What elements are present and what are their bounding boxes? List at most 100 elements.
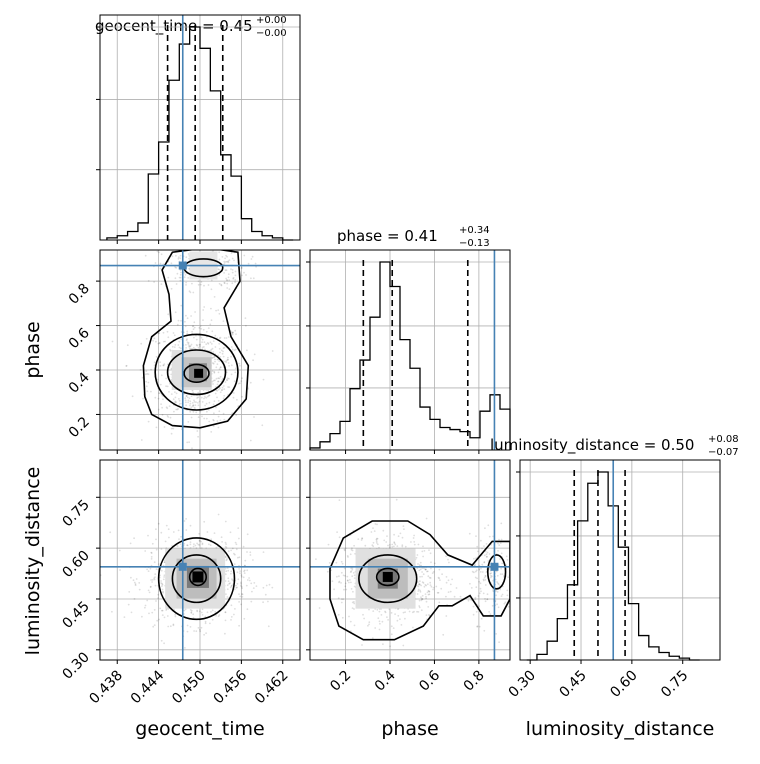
sample-point — [217, 513, 220, 516]
sample-point — [402, 644, 405, 647]
sample-point — [483, 554, 486, 557]
svg-text:−0.13: −0.13 — [459, 238, 490, 249]
sample-point — [350, 548, 353, 551]
sample-point — [157, 332, 160, 335]
sample-point — [350, 567, 352, 569]
sample-point — [424, 568, 427, 571]
sample-point — [190, 612, 193, 614]
sample-point — [496, 570, 498, 573]
sample-point — [118, 549, 121, 552]
sample-point — [337, 597, 340, 600]
sample-point — [189, 347, 191, 350]
sample-point — [353, 577, 356, 579]
sample-point — [482, 579, 485, 582]
sample-point — [231, 269, 234, 271]
sample-point — [420, 596, 422, 599]
sample-point — [185, 284, 187, 286]
sample-point — [152, 625, 155, 628]
sample-point — [350, 581, 352, 584]
sample-point — [337, 613, 340, 616]
ytick-label: 0.30 — [59, 649, 92, 682]
sample-point — [224, 632, 226, 635]
sample-point — [327, 543, 330, 546]
sample-point — [198, 400, 201, 403]
sample-point — [169, 349, 172, 352]
sample-point — [388, 544, 391, 546]
sample-point — [186, 396, 189, 399]
sample-point — [484, 550, 487, 553]
contour-level-0 — [188, 567, 208, 587]
sample-point — [210, 343, 213, 345]
sample-point — [158, 618, 161, 621]
sample-point — [353, 585, 356, 588]
sample-point — [216, 363, 219, 366]
sample-point — [218, 337, 221, 340]
sample-point — [189, 345, 191, 348]
sample-point — [224, 556, 227, 558]
sample-point — [215, 546, 218, 549]
sample-point — [192, 545, 195, 548]
sample-point — [176, 272, 179, 275]
sample-point — [490, 574, 492, 577]
sample-point — [191, 330, 194, 333]
sample-point — [170, 373, 173, 376]
sample-point — [391, 543, 394, 546]
sample-point — [221, 378, 224, 381]
sample-point — [225, 277, 228, 280]
sample-point — [185, 347, 188, 349]
sample-point — [396, 619, 399, 622]
sample-point — [202, 309, 205, 311]
sample-point — [234, 541, 237, 544]
sample-point — [191, 325, 194, 328]
sample-point — [351, 567, 354, 569]
sample-point — [338, 575, 340, 578]
sample-point — [217, 377, 220, 380]
sample-point — [213, 371, 216, 374]
sample-point — [251, 590, 253, 593]
sample-point — [192, 404, 195, 407]
ylabel-phase: phase — [22, 321, 44, 378]
svg-text:geocent_time = 0.45: geocent_time = 0.45 — [95, 17, 253, 36]
sample-point — [426, 583, 429, 586]
sample-point — [189, 609, 192, 611]
sample-point — [351, 575, 354, 578]
sample-point — [185, 518, 188, 520]
sample-point — [232, 331, 234, 334]
hist-panel-phase — [306, 249, 511, 454]
sample-point — [204, 404, 207, 407]
sample-point — [393, 541, 396, 544]
sample-point — [171, 462, 173, 464]
sample-point — [488, 535, 491, 538]
sample-point — [484, 598, 486, 600]
sample-point — [204, 622, 207, 625]
sample-point — [353, 574, 356, 577]
sample-point — [499, 588, 502, 591]
sample-point — [235, 543, 238, 546]
sample-point — [421, 571, 423, 573]
sample-point — [495, 633, 497, 635]
sample-point — [241, 595, 244, 598]
sample-point — [518, 573, 520, 575]
sample-point — [185, 529, 188, 531]
sample-point — [158, 332, 161, 335]
sample-point — [423, 567, 425, 569]
sample-point — [216, 396, 218, 399]
sample-point — [185, 404, 188, 407]
sample-point — [412, 626, 414, 629]
sample-point — [173, 334, 176, 337]
sample-point — [342, 574, 345, 577]
sample-point — [384, 610, 386, 613]
sample-point — [174, 311, 177, 314]
sample-point — [200, 336, 203, 339]
sample-point — [378, 628, 381, 631]
sample-point — [348, 581, 350, 584]
sample-point — [171, 255, 174, 258]
sample-point — [346, 579, 349, 582]
sample-point — [374, 627, 377, 629]
sample-point — [230, 619, 232, 621]
sample-point — [476, 625, 479, 628]
sample-point — [251, 255, 254, 258]
sample-point — [445, 581, 448, 584]
sample-point — [447, 591, 450, 593]
xtick-label: 0.60 — [607, 668, 640, 701]
